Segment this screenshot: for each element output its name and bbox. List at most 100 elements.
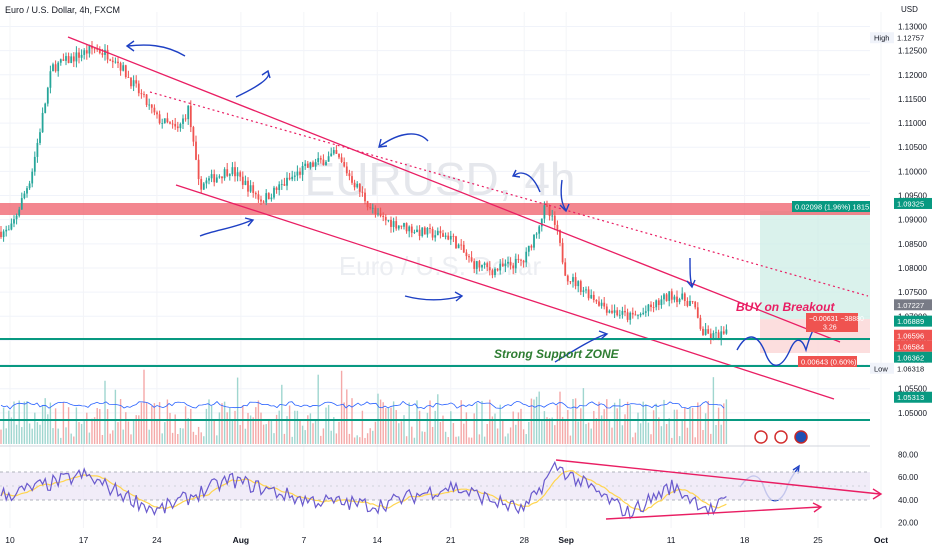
candle-body xyxy=(54,64,57,72)
volume-bar xyxy=(99,409,101,444)
price-label-text: High xyxy=(874,34,889,43)
candle-body xyxy=(382,215,385,218)
volume-bar xyxy=(405,436,408,444)
volume-bar xyxy=(109,433,111,444)
volume-bar xyxy=(210,405,213,444)
arrowhead-icon xyxy=(378,138,388,148)
volume-bar xyxy=(658,417,660,444)
time-axis[interactable]: 10 17 24 Aug 7 14 21 28 Sep 11 18 25 Oct xyxy=(5,535,888,545)
volume-bar xyxy=(166,399,169,444)
candle-body xyxy=(70,56,73,63)
candle-body xyxy=(278,184,281,190)
volume-bar xyxy=(463,423,465,444)
time-tick: 24 xyxy=(152,535,162,545)
candle-body xyxy=(332,150,335,154)
volume-bar xyxy=(699,406,702,444)
volume-bar xyxy=(671,437,673,444)
volume-bar xyxy=(468,437,470,444)
volume-bar xyxy=(348,433,351,444)
candle-body xyxy=(140,93,143,95)
candle-body xyxy=(564,262,567,276)
volume-bar xyxy=(88,432,91,444)
candle-body xyxy=(637,315,639,317)
candle-body xyxy=(548,206,551,216)
candle-body xyxy=(247,180,249,192)
candle-body xyxy=(304,163,307,167)
volume-bar xyxy=(580,408,582,444)
svg-text:0.02098 (1.96%) 1815.71: 0.02098 (1.96%) 1815.71 xyxy=(795,203,880,212)
candle-body xyxy=(257,194,260,200)
candle-body xyxy=(317,158,320,163)
candle-body xyxy=(127,77,130,78)
candle-body xyxy=(26,188,28,194)
volume-bar xyxy=(533,399,535,444)
candle-body xyxy=(301,166,304,175)
candle-body xyxy=(85,50,88,54)
candle-body xyxy=(429,227,431,229)
candle-body xyxy=(236,172,239,177)
arrowhead-icon xyxy=(454,291,464,302)
volume-bar xyxy=(598,401,600,444)
volume-bar xyxy=(2,407,5,444)
volume-bar xyxy=(140,402,143,444)
candle-body xyxy=(475,261,478,269)
arrowhead-icon xyxy=(686,279,696,289)
arrowhead-icon xyxy=(125,40,135,52)
candle-body xyxy=(546,205,548,207)
volume-bar xyxy=(158,402,161,444)
candle-body xyxy=(496,268,499,271)
arrowhead-icon xyxy=(598,330,609,340)
candle-body xyxy=(254,192,257,195)
candle-body xyxy=(504,263,507,267)
volume-bar xyxy=(21,427,23,444)
volume-bar xyxy=(23,401,26,444)
candle-body xyxy=(184,118,187,120)
curved-arrow-icon xyxy=(379,133,429,147)
candle-body xyxy=(275,187,278,190)
candle-body xyxy=(379,213,382,216)
time-tick: 11 xyxy=(667,535,676,545)
volume-bar xyxy=(395,410,397,444)
rsi-wave-arrowhead xyxy=(792,464,800,475)
volume-bar xyxy=(333,417,335,444)
volume-bar xyxy=(49,402,52,444)
volume-bar xyxy=(171,432,174,444)
volume-bar xyxy=(153,403,156,444)
symbol-title[interactable]: Euro / U.S. Dollar, 4h, FXCM xyxy=(5,5,121,15)
volume-bar xyxy=(681,420,683,444)
volume-bar xyxy=(626,401,629,444)
candle-body xyxy=(28,183,31,189)
rsi-axis[interactable]: 80.00 60.00 40.00 20.00 xyxy=(898,451,919,528)
volume-bar xyxy=(353,437,356,444)
volume-bar xyxy=(335,433,338,444)
price-tick: 1.10500 xyxy=(898,143,927,152)
event-flags xyxy=(754,430,808,444)
candle-body xyxy=(483,263,486,265)
candle-body xyxy=(91,45,93,49)
candle-body xyxy=(569,281,572,283)
volume-bar xyxy=(442,415,444,444)
candle-body xyxy=(215,177,218,183)
volume-bar xyxy=(132,420,135,444)
candle-body xyxy=(494,268,496,276)
candle-body xyxy=(31,171,34,184)
strong-support-zone-label: Strong Support ZONE xyxy=(494,347,620,361)
price-label-green: 1.09325 xyxy=(894,197,932,209)
candle-body xyxy=(535,233,538,235)
volume-bar xyxy=(572,398,574,444)
candle-body xyxy=(390,219,392,227)
candle-body xyxy=(434,235,437,238)
curved-arrow-icon xyxy=(689,257,693,287)
candle-body xyxy=(325,161,327,165)
volume-bar xyxy=(62,401,65,444)
volume-bar xyxy=(369,428,371,444)
volume-bar xyxy=(346,389,348,444)
volume-bar xyxy=(621,425,624,444)
volume-bar xyxy=(392,401,395,444)
price-tick: 1.05500 xyxy=(898,385,927,394)
volume-bar xyxy=(444,431,447,444)
volume-bar xyxy=(13,401,15,444)
candle-body xyxy=(650,304,652,308)
volume-bar xyxy=(364,437,366,444)
